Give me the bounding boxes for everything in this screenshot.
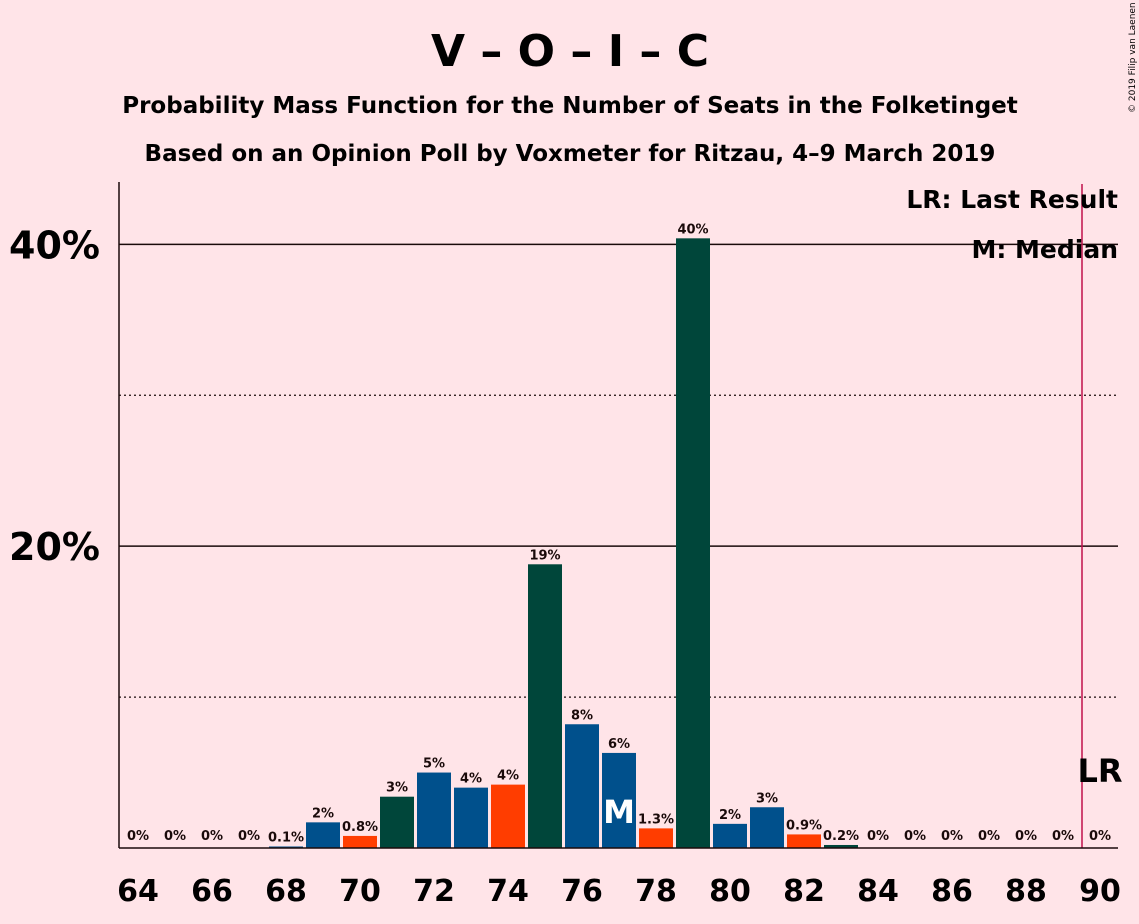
legend-last-result: LR: Last Result xyxy=(906,185,1118,214)
x-tick-label-66: 66 xyxy=(191,874,233,909)
value-label-seat-69: 2% xyxy=(312,806,334,821)
x-tick-label-86: 86 xyxy=(931,874,973,909)
value-label-seat-79: 40% xyxy=(677,222,708,237)
x-tick-label-70: 70 xyxy=(339,874,381,909)
value-label-seat-88: 0% xyxy=(1015,829,1037,844)
bar-seat-72 xyxy=(417,772,451,848)
chart-subtitle-1: Probability Mass Function for the Number… xyxy=(122,93,1018,119)
last-result-marker: LR xyxy=(1077,752,1122,790)
value-label-seat-82: 0.9% xyxy=(786,818,822,833)
grid-lines xyxy=(119,243,1118,698)
value-label-seat-76: 8% xyxy=(571,708,593,723)
value-label-seat-64: 0% xyxy=(127,829,149,844)
median-marker: M xyxy=(603,793,635,831)
x-tick-label-90: 90 xyxy=(1079,874,1121,909)
x-tick-label-80: 80 xyxy=(709,874,751,909)
bars-group xyxy=(269,238,858,848)
value-label-seat-90: 0% xyxy=(1089,829,1111,844)
value-label-seat-89: 0% xyxy=(1052,829,1074,844)
value-labels-group: 0% 0% 0% 0% 0.1% 2% 0.8% 3% 5% 4% 4% 19% 8% 6% 1.3% 40%… xyxy=(127,222,1111,845)
bar-seat-68 xyxy=(269,846,303,848)
value-label-seat-74: 4% xyxy=(497,769,519,784)
x-tick-label-74: 74 xyxy=(487,874,529,909)
bar-seat-73 xyxy=(454,787,488,848)
bar-seat-81 xyxy=(750,807,784,848)
value-label-seat-70: 0.8% xyxy=(342,820,378,835)
x-tick-label-72: 72 xyxy=(413,874,455,909)
value-label-seat-65: 0% xyxy=(164,829,186,844)
bar-seat-69 xyxy=(306,822,340,848)
value-label-seat-73: 4% xyxy=(460,772,482,787)
value-label-seat-84: 0% xyxy=(867,829,889,844)
bar-seat-82 xyxy=(787,834,821,848)
legend-median: M: Median xyxy=(971,235,1118,264)
value-label-seat-68: 0.1% xyxy=(268,830,304,845)
bar-seat-71 xyxy=(380,796,414,848)
chart-subtitle-2: Based on an Opinion Poll by Voxmeter for… xyxy=(145,141,996,167)
copyright-notice: © 2019 Filip van Laenen xyxy=(1128,2,1138,113)
bar-seat-79 xyxy=(676,238,710,848)
y-tick-label-40: 40% xyxy=(9,223,100,267)
value-label-seat-85: 0% xyxy=(904,829,926,844)
x-tick-label-78: 78 xyxy=(635,874,677,909)
bar-seat-76 xyxy=(565,724,599,848)
value-label-seat-81: 3% xyxy=(756,791,778,806)
axes-group: LR 20% 40% 64 66 68 70 72 74 76 78 80 82 84 86 88 90 xyxy=(9,182,1123,909)
value-label-seat-77: 6% xyxy=(608,737,630,752)
bar-seat-74 xyxy=(491,784,525,848)
bar-seat-77 xyxy=(602,752,636,848)
bar-seat-83 xyxy=(824,844,858,848)
value-label-seat-71: 3% xyxy=(386,781,408,796)
bar-seat-78 xyxy=(639,828,673,848)
x-tick-label-64: 64 xyxy=(117,874,159,909)
value-label-seat-83: 0.2% xyxy=(823,829,859,844)
y-tick-label-20: 20% xyxy=(9,525,100,569)
x-tick-label-82: 82 xyxy=(783,874,825,909)
value-label-seat-86: 0% xyxy=(941,829,963,844)
value-label-seat-87: 0% xyxy=(978,829,1000,844)
bar-seat-75 xyxy=(528,564,562,848)
value-label-seat-80: 2% xyxy=(719,808,741,823)
bar-seat-80 xyxy=(713,823,747,848)
x-tick-label-88: 88 xyxy=(1005,874,1047,909)
value-label-seat-75: 19% xyxy=(529,548,560,563)
x-tick-label-84: 84 xyxy=(857,874,899,909)
x-tick-label-76: 76 xyxy=(561,874,603,909)
value-label-seat-78: 1.3% xyxy=(638,812,674,827)
bar-seat-70 xyxy=(343,835,377,848)
chart-title: V – O – I – C xyxy=(431,26,709,77)
value-label-seat-72: 5% xyxy=(423,757,445,772)
value-label-seat-66: 0% xyxy=(201,829,223,844)
x-tick-label-68: 68 xyxy=(265,874,307,909)
value-label-seat-67: 0% xyxy=(238,829,260,844)
